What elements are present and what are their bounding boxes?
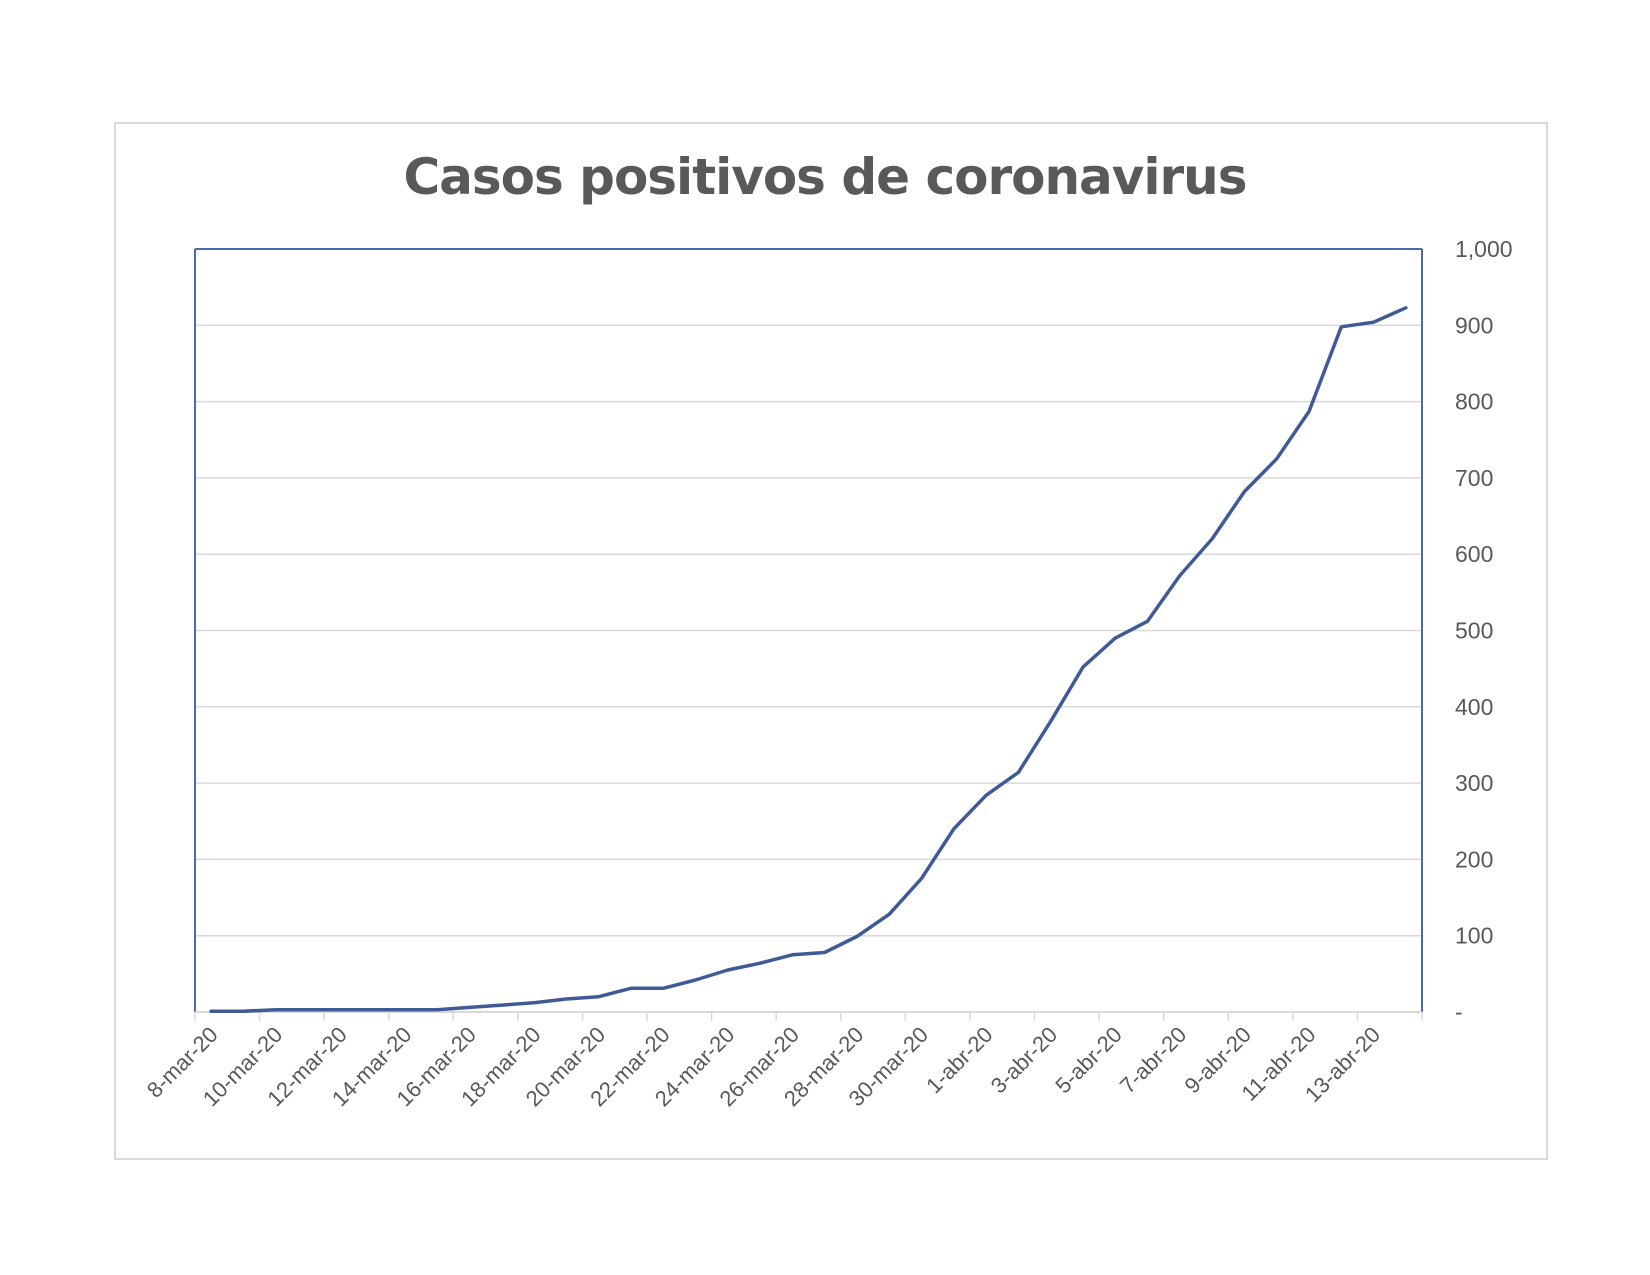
x-tick-label: 7-abr-20 <box>1115 1022 1191 1098</box>
y-tick-label: 300 <box>1455 770 1493 796</box>
x-axis-ticks: 8-mar-2010-mar-2012-mar-2014-mar-2016-ma… <box>142 1022 1385 1111</box>
y-tick-label: 500 <box>1455 618 1493 644</box>
y-tick-label: 900 <box>1455 312 1493 338</box>
y-tick-label: 700 <box>1455 465 1493 491</box>
y-tick-label: 1,000 <box>1455 236 1513 262</box>
chart-title: Casos positivos de coronavirus <box>403 148 1247 206</box>
series-line <box>209 306 1408 1013</box>
y-tick-label: 200 <box>1455 846 1493 872</box>
y-tick-label: 600 <box>1455 541 1493 567</box>
series-layer <box>209 306 1408 1013</box>
y-axis-ticks: - 100 200 300 400 500 600 700 800 900 1,000 <box>1455 236 1513 1025</box>
x-tick-label: 5-abr-20 <box>1050 1022 1126 1098</box>
gridlines <box>195 324 1422 937</box>
y-tick-label: 100 <box>1455 923 1493 949</box>
y-tick-label: - <box>1455 999 1463 1025</box>
y-tick-label: 400 <box>1455 694 1493 720</box>
axes <box>194 248 1423 1021</box>
x-tick-label: 1-abr-20 <box>921 1022 997 1098</box>
y-tick-label: 800 <box>1455 389 1493 415</box>
x-tick-label: 3-abr-20 <box>986 1022 1062 1098</box>
chart-frame <box>114 122 1548 1160</box>
